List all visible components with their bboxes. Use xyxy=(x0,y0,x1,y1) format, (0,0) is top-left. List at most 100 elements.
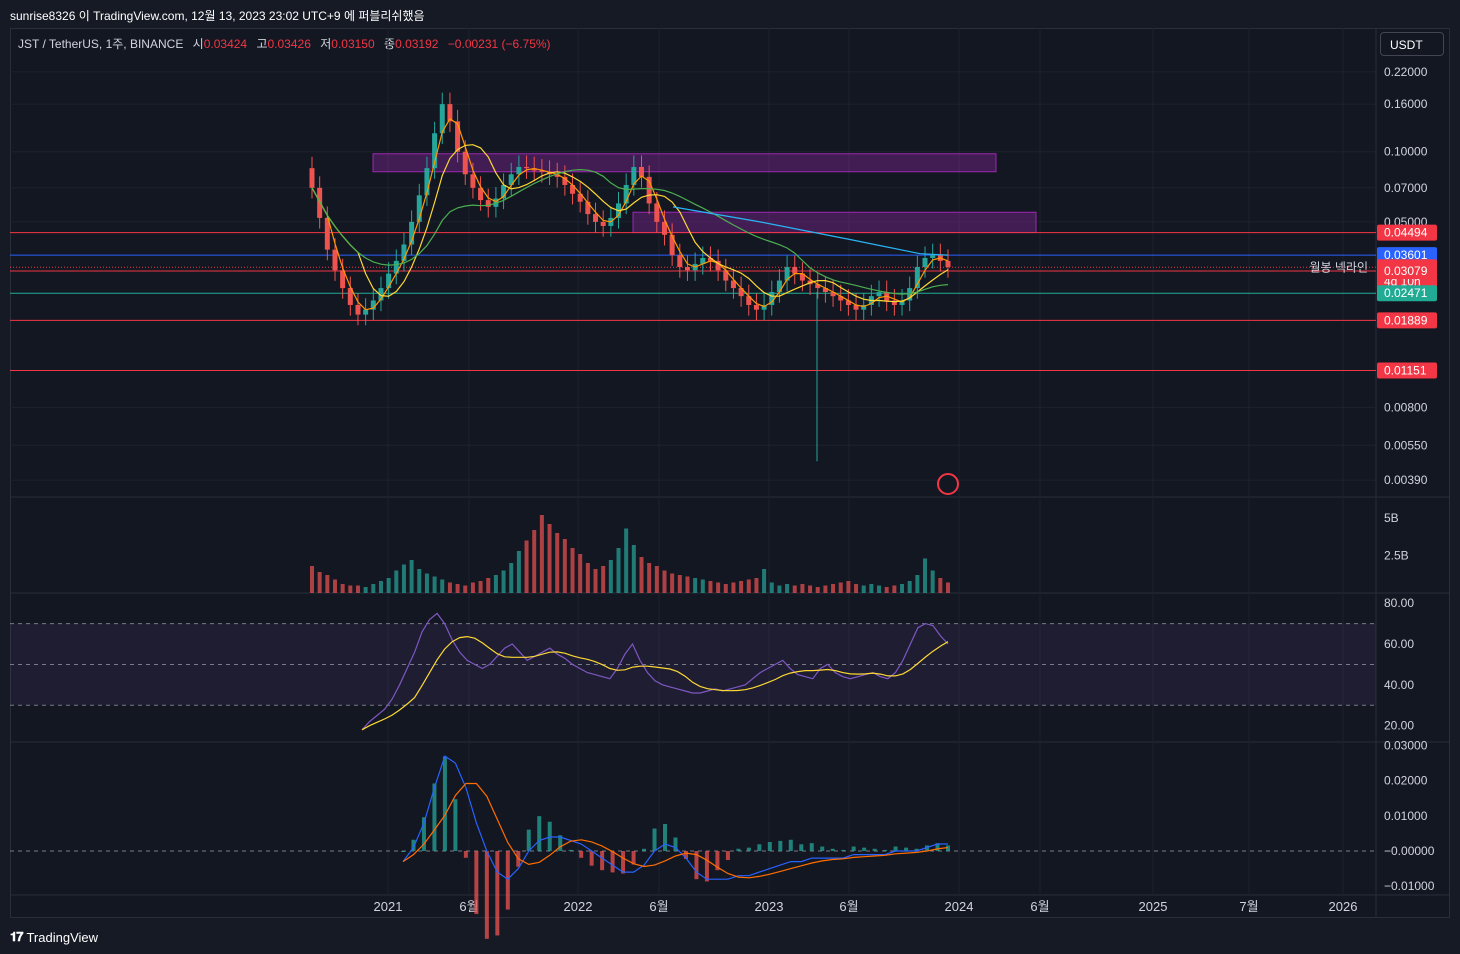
candle-body xyxy=(876,292,882,297)
ma-slow-line xyxy=(311,168,949,295)
chart-frame[interactable] xyxy=(10,28,1450,918)
candle-body xyxy=(661,221,667,235)
macd-signal-line xyxy=(402,782,949,879)
candle-body xyxy=(455,121,461,152)
volume-bar xyxy=(723,584,728,593)
price-tick-label: 0.00550 xyxy=(1384,438,1428,452)
candle-body xyxy=(524,166,530,169)
volume-bar xyxy=(378,581,383,593)
ma-fast-line xyxy=(311,118,949,311)
macd-histogram-bar xyxy=(904,847,909,852)
volume-bar xyxy=(440,579,445,593)
open-label: 시 xyxy=(192,37,204,51)
x-tick-label: 2026 xyxy=(1329,899,1358,914)
price-label-box xyxy=(1377,262,1437,279)
candle-body xyxy=(761,304,767,310)
candle-body xyxy=(700,257,706,264)
volume-bar xyxy=(685,576,690,593)
price-label-text: 0.01889 xyxy=(1384,313,1428,327)
currency-button[interactable]: USDT xyxy=(1380,32,1444,56)
low-label: 저 xyxy=(320,37,332,51)
macd-histogram-bar xyxy=(757,844,762,852)
x-tick-label: 7월 xyxy=(1239,899,1258,914)
candle-body xyxy=(784,267,790,281)
macd-histogram-bar xyxy=(453,799,458,852)
macd-histogram-bar xyxy=(746,847,751,852)
volume-bar xyxy=(447,582,452,593)
candle-body xyxy=(439,104,445,134)
volume-bar xyxy=(578,554,583,593)
candle-body xyxy=(738,288,744,297)
brand-name: TradingView xyxy=(26,929,99,945)
volume-bar xyxy=(478,581,483,593)
candle-body xyxy=(891,300,897,305)
price-label-box xyxy=(1377,224,1437,241)
candle-body xyxy=(914,267,920,289)
candle-body xyxy=(409,221,415,245)
macd-histogram-bar xyxy=(526,829,531,852)
open-value: 0.03424 xyxy=(203,37,248,51)
macd-histogram-bar xyxy=(631,851,636,865)
volume-bar xyxy=(409,560,414,593)
macd-histogram-bar xyxy=(704,851,709,882)
macd-line xyxy=(402,755,948,880)
macd-histogram-bar xyxy=(830,848,835,852)
macd-histogram-bar xyxy=(621,851,626,874)
macd-histogram-bar xyxy=(799,844,804,852)
price-label-box xyxy=(1377,362,1437,379)
candle-body xyxy=(684,267,690,271)
volume-bar xyxy=(355,585,360,593)
volume-bar xyxy=(846,581,851,593)
publish-caption: sunrise8326 이 TradingView.com, 12월 13, 2… xyxy=(10,9,425,23)
candle-body xyxy=(539,170,545,172)
candle-body xyxy=(600,221,606,227)
volume-bar xyxy=(639,557,644,593)
macd-histogram-bar xyxy=(579,851,584,858)
volume-bar xyxy=(892,585,897,593)
volume-bar xyxy=(601,566,606,593)
candle-body xyxy=(363,309,369,315)
volume-bar xyxy=(624,528,629,593)
price-tick-label: 0.10000 xyxy=(1384,145,1428,159)
candle-body xyxy=(585,201,591,215)
macd-tick-label: 0.03000 xyxy=(1384,739,1428,753)
macd-histogram-bar xyxy=(778,840,783,852)
tradingview-logo-icon: 𝟏𝟕 xyxy=(10,929,24,944)
macd-histogram-bar xyxy=(872,848,877,852)
rsi-tick-label: 60.00 xyxy=(1384,637,1414,651)
change-value: −0.00231 (−6.75%) xyxy=(447,37,551,51)
tradingview-footer[interactable]: 𝟏𝟕 TradingView xyxy=(10,929,98,945)
macd-histogram-bar xyxy=(442,756,447,852)
macd-histogram-bar xyxy=(484,851,489,939)
volume-bar xyxy=(654,566,659,593)
volume-bar xyxy=(555,533,560,593)
candle-body xyxy=(501,184,507,199)
symbol-legend: JST / TetherUS, 1주, BINANCE 시0.03424 고0.… xyxy=(18,35,551,52)
volume-bar xyxy=(417,569,422,593)
volume-bar xyxy=(562,539,567,593)
volume-bar xyxy=(662,570,667,593)
symbol-name[interactable]: JST / TetherUS, 1주, BINANCE xyxy=(18,37,184,51)
price-label-text: 0.01151 xyxy=(1384,364,1427,378)
volume-tick-label: 5B xyxy=(1384,511,1399,525)
macd-histogram-bar xyxy=(725,851,730,861)
low-value: 0.03150 xyxy=(331,37,375,51)
volume-bar xyxy=(769,582,774,593)
candle-body xyxy=(646,176,652,204)
resistance-zone xyxy=(632,211,1037,234)
x-tick-label: 2025 xyxy=(1139,899,1168,914)
candle-body xyxy=(677,255,683,268)
rsi-ma-line xyxy=(361,635,949,731)
volume-bar xyxy=(486,578,491,593)
volume-bar xyxy=(716,582,721,593)
macd-histogram-bar xyxy=(946,845,950,852)
volume-bar xyxy=(455,584,460,593)
candle-body xyxy=(393,260,399,274)
x-tick-label: 6월 xyxy=(1030,899,1049,914)
candle-body xyxy=(432,133,438,169)
volume-bar xyxy=(570,548,575,593)
volume-bar xyxy=(670,573,675,593)
candle-body xyxy=(424,168,430,196)
volume-bar xyxy=(800,584,805,593)
